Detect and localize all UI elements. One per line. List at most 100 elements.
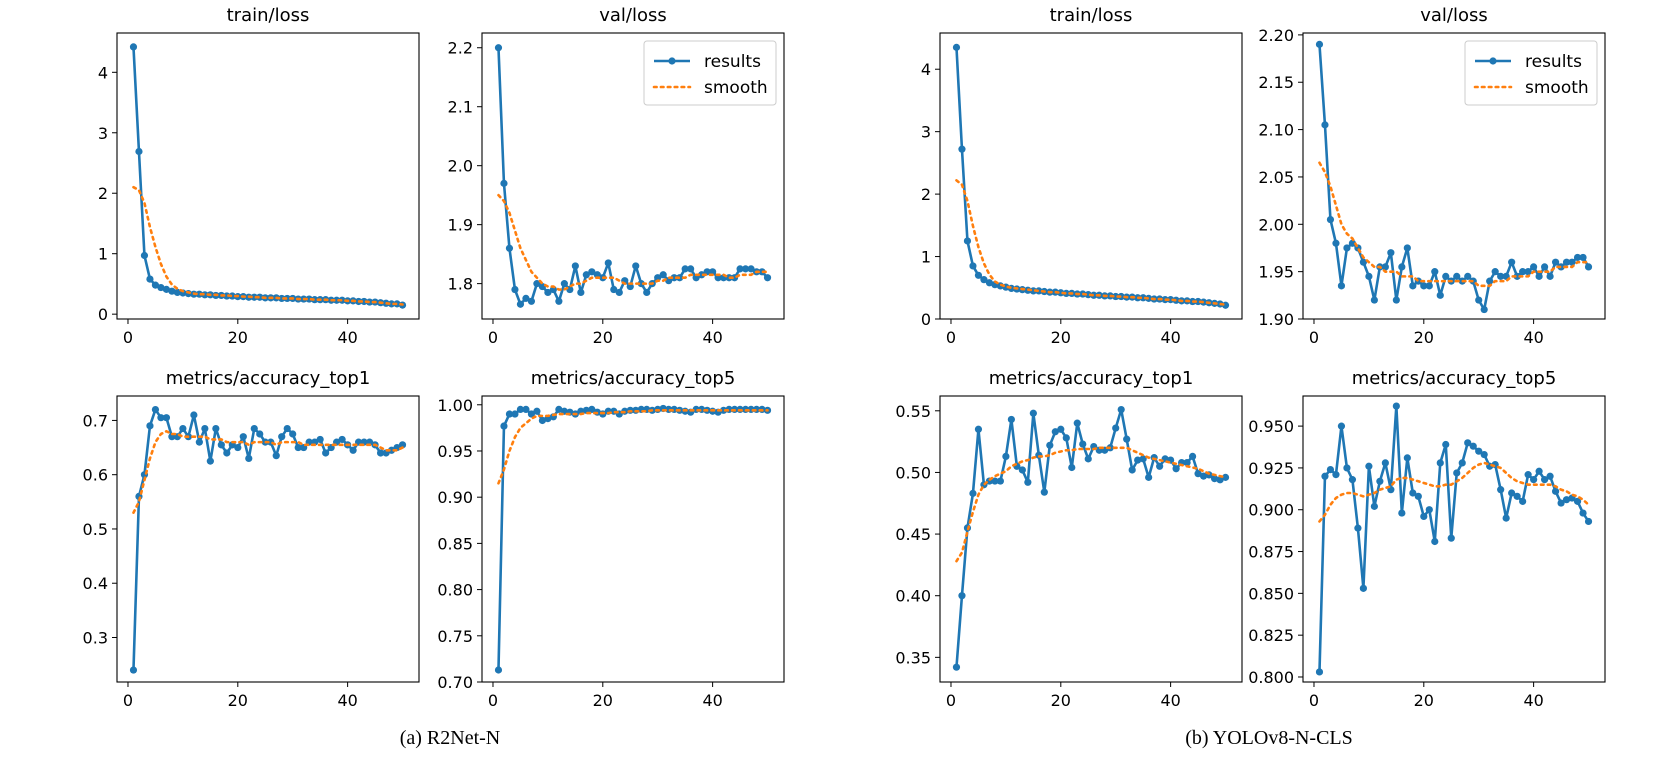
x-tick-label: 40 [337, 328, 357, 347]
results-point [223, 449, 231, 457]
results-point [1573, 253, 1582, 262]
x-tick-label: 20 [593, 328, 613, 347]
x-tick-label: 0 [488, 691, 498, 710]
y-tick-label: 0.55 [895, 402, 931, 421]
results-point [1365, 272, 1373, 280]
plot-area [1315, 40, 1593, 314]
results-point [1425, 282, 1433, 290]
legend-smooth-label: smooth [704, 78, 768, 98]
results-point [1584, 517, 1593, 526]
results-point [1315, 40, 1324, 48]
results-point [1370, 296, 1378, 304]
y-tick-label: 0.95 [437, 442, 473, 461]
results-point [1579, 253, 1587, 262]
results-point [1370, 502, 1378, 510]
results-point [1562, 496, 1571, 504]
results-point [1112, 292, 1120, 301]
results-point [1199, 472, 1208, 480]
y-tick-label: 1.8 [448, 275, 473, 294]
results-point [670, 274, 678, 282]
results-point [256, 430, 264, 438]
results-point [1530, 476, 1538, 484]
results-point [1431, 537, 1439, 546]
results-point [272, 452, 280, 460]
results-point [974, 425, 983, 433]
results-point [217, 441, 225, 449]
results-point [1326, 465, 1335, 474]
y-tick-label: 1.00 [437, 396, 473, 415]
y-tick-label: 0.850 [1248, 584, 1294, 603]
results-point [1117, 405, 1125, 414]
x-tick-label: 0 [123, 328, 133, 347]
results-point [505, 410, 514, 418]
results-point [588, 268, 596, 276]
y-tick-label: 1.95 [1258, 263, 1294, 282]
y-tick-label: 2.05 [1258, 168, 1294, 187]
legend-box [1464, 40, 1598, 106]
axes-frame [939, 395, 1243, 683]
y-tick-label: 4 [98, 63, 108, 82]
results-point [1392, 402, 1400, 410]
results-point [1420, 512, 1428, 521]
y-tick-label: 0.45 [895, 525, 931, 544]
y-tick-label: 2 [98, 184, 108, 203]
axes-frame [116, 395, 420, 683]
results-point [278, 433, 286, 441]
results-point [1541, 263, 1549, 271]
results-point [747, 265, 755, 273]
results-point [996, 477, 1005, 485]
results-point [278, 294, 286, 303]
y-tick-label: 0.35 [895, 648, 931, 667]
results-point [582, 271, 590, 279]
results-point [763, 274, 772, 282]
results-point [289, 430, 297, 438]
results-point [151, 281, 160, 289]
results-point [1436, 291, 1444, 299]
results-point [250, 293, 258, 301]
results-point [1486, 277, 1494, 285]
results-point [1343, 464, 1351, 472]
panel-6: metrics/accuracy_top1 0 20 40 0.35 0.40 0.45 0.… [895, 368, 1243, 710]
x-tick-label: 0 [1309, 691, 1319, 710]
x-tick-label: 20 [1051, 328, 1071, 347]
results-point [1524, 268, 1532, 276]
axes-frame [481, 32, 785, 320]
results-point [1579, 509, 1587, 517]
results-point [632, 262, 640, 270]
panel-1: val/loss 0 20 40 1.8 1.9 2.0 2.1 2.2 results smoot… [448, 5, 785, 347]
results-point [681, 265, 689, 273]
x-tick-label: 40 [1523, 691, 1543, 710]
y-tick-label: 0.5 [83, 520, 108, 539]
results-point [212, 424, 220, 433]
results-point [245, 454, 253, 463]
results-point [1458, 459, 1466, 467]
results-point [190, 411, 198, 419]
results-point [980, 276, 988, 284]
legend-results-label: results [1525, 52, 1582, 72]
results-point [168, 287, 176, 295]
results-point [1321, 121, 1329, 129]
results-point [991, 477, 999, 485]
y-tick-label: 0.900 [1248, 501, 1294, 520]
results-point [1573, 497, 1582, 505]
results-point [234, 443, 242, 452]
results-point [516, 300, 525, 308]
legend-smooth-label: smooth [1525, 78, 1589, 98]
plot-area [129, 405, 407, 674]
results-point [1040, 488, 1048, 496]
results-point [1128, 466, 1136, 474]
results-point [1541, 476, 1549, 484]
panel-title: train/loss [227, 5, 310, 26]
x-tick-label: 40 [1160, 691, 1180, 710]
results-point [173, 288, 181, 296]
axes-frame [481, 395, 785, 683]
results-point [398, 441, 407, 449]
panel-4: train/loss 0 20 40 0 1 2 3 4 [921, 5, 1243, 347]
results-point [1502, 514, 1510, 522]
x-tick-label: 20 [228, 328, 248, 347]
results-point [1057, 289, 1065, 297]
results-point [1359, 258, 1367, 266]
plot-area [1315, 402, 1593, 676]
results-point [1194, 470, 1202, 478]
results-point [1425, 506, 1433, 514]
